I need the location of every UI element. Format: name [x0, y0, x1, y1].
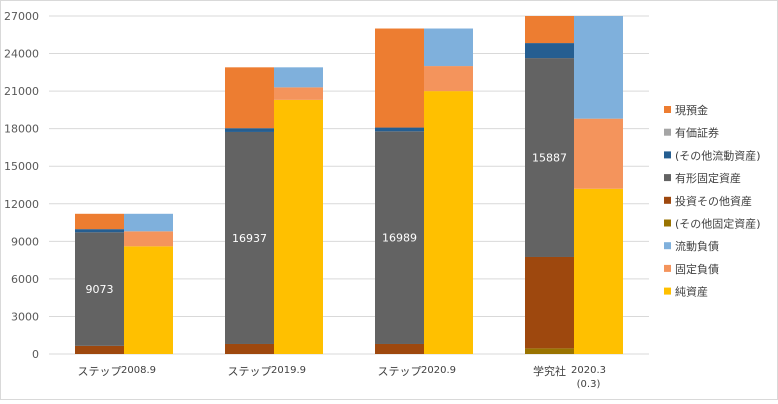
bar-liab-固定負債-3 [574, 118, 623, 189]
legend-label: 有形固定資産 [675, 171, 741, 185]
legend-swatch-有価証券 [664, 128, 671, 136]
x-category-period: 2008.9 [121, 365, 156, 376]
bar-asset-その他流動資産-1 [225, 128, 274, 132]
data-label: 9073 [86, 283, 114, 296]
x-category-company: ステップ [78, 365, 122, 378]
y-tick-label: 6000 [11, 273, 39, 286]
bar-liab-固定負債-1 [274, 87, 323, 100]
legend-label: 現預金 [675, 103, 708, 117]
y-tick-label: 15000 [4, 160, 39, 173]
y-tick-label: 24000 [4, 48, 39, 61]
bar-liab-純資産-2 [424, 91, 473, 354]
bar-liab-流動負債-1 [274, 67, 323, 88]
bar-asset-投資その他資産-1 [225, 343, 274, 354]
bar-liab-純資産-1 [274, 99, 323, 354]
y-tick-label: 21000 [4, 85, 39, 98]
y-tick-label: 27000 [4, 10, 39, 23]
x-category-company: ステップ [378, 365, 422, 378]
bar-asset-投資その他資産-2 [375, 343, 424, 354]
bar-liab-流動負債-3 [574, 16, 623, 119]
bars [75, 16, 623, 354]
y-tick-label: 0 [32, 348, 39, 361]
legend-label: 有価証券 [675, 126, 719, 140]
bar-asset-現預金-1 [225, 67, 274, 129]
x-category-period: 2020.9 [421, 365, 456, 376]
x-category-company: ステップ [228, 365, 272, 378]
x-category-period: 2020.3 [571, 365, 606, 376]
bar-asset-その他固定資産-3 [525, 348, 574, 354]
legend-label: (その他流動資産) [675, 148, 761, 162]
bar-liab-流動負債-0 [124, 213, 173, 232]
bar-liab-純資産-0 [124, 246, 173, 354]
legend-swatch-有形固定資産 [664, 174, 671, 182]
bar-asset-現預金-3 [525, 16, 574, 44]
y-tick-label: 18000 [4, 123, 39, 136]
data-labels: 9073 16937 16989 15887 [86, 152, 568, 297]
bar-asset-その他流動資産-3 [525, 43, 574, 59]
bar-liab-固定負債-0 [124, 231, 173, 247]
bar-asset-投資その他資産-0 [75, 345, 124, 354]
legend-label: 純資産 [675, 286, 708, 299]
legend-swatch-その他流動資産 [664, 151, 671, 159]
x-axis: ステップ 2008.9 ステップ 2019.9 ステップ 2020.9 学究社 2020.3(… [78, 364, 607, 390]
bar-asset-投資その他資産-3 [525, 256, 574, 349]
bar-asset-有形固定資産-2 [375, 131, 424, 344]
data-label: 16989 [382, 232, 417, 245]
data-label: 15887 [532, 152, 567, 165]
bar-liab-純資産-3 [574, 188, 623, 354]
x-category-period: 2019.9 [271, 365, 306, 376]
legend-label: (その他固定資産) [675, 217, 761, 231]
legend-swatch-純資産 [664, 287, 671, 295]
legend-label: 投資その他資産 [675, 194, 752, 208]
legend-label: 流動負債 [675, 239, 719, 253]
bar-liab-流動負債-2 [424, 28, 473, 67]
data-label: 16937 [232, 232, 267, 245]
bar-asset-有形固定資産-1 [225, 131, 274, 344]
legend-swatch-その他固定資産 [664, 219, 671, 227]
y-tick-label: 12000 [4, 198, 39, 211]
bar-asset-その他流動資産-2 [375, 127, 424, 132]
bar-asset-現預金-0 [75, 213, 124, 230]
bar-asset-有形固定資産-0 [75, 232, 124, 346]
x-category-company: 学究社 [533, 364, 566, 378]
bar-asset-現預金-2 [375, 28, 424, 128]
legend-swatch-投資その他資産 [664, 196, 671, 204]
x-category-sub: (0.3) [577, 379, 601, 390]
y-tick-label: 3000 [11, 310, 39, 323]
y-tick-label: 9000 [11, 235, 39, 248]
bar-asset-その他流動資産-0 [75, 229, 124, 233]
legend-swatch-流動負債 [664, 242, 671, 250]
legend-swatch-現預金 [664, 106, 671, 113]
bar-liab-固定負債-2 [424, 66, 473, 92]
legend-swatch-固定負債 [664, 264, 671, 272]
legend-label: 固定負債 [675, 262, 719, 276]
y-axis: 0 3000 6000 9000 12000 15000 18000 21000 24000 27… [4, 10, 39, 361]
bar-asset-有形固定資産-3 [525, 58, 574, 257]
